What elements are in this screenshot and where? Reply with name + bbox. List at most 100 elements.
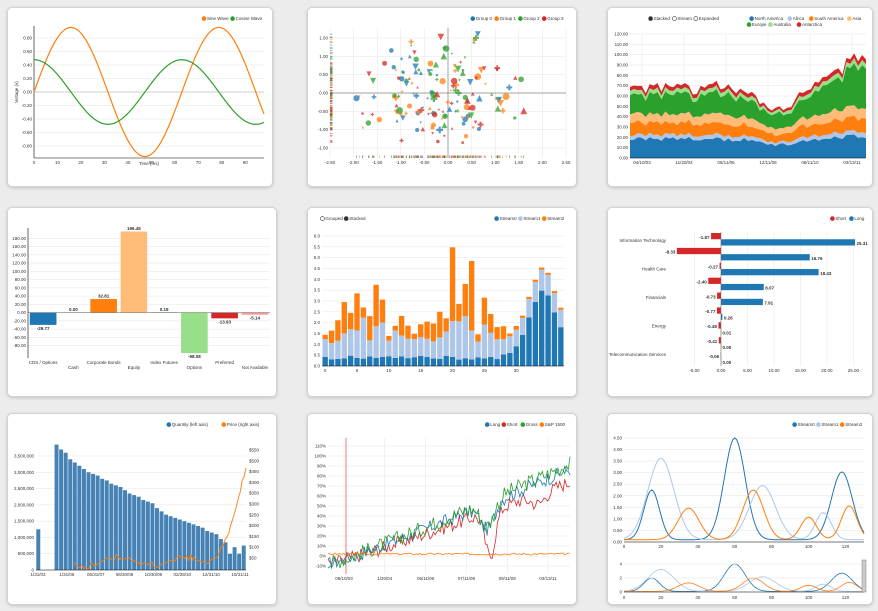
mbar-bar-s1-19[interactable]: [443, 331, 449, 357]
mbar-bar-s0-11[interactable]: [392, 358, 398, 366]
lpb-bar-21[interactable]: [132, 495, 137, 570]
mbar-bar-s2-5[interactable]: [354, 293, 360, 331]
cum-legend-swatch-0[interactable]: [484, 422, 490, 427]
mbar-bar-s1-12[interactable]: [398, 335, 405, 357]
mbar-bar-s2-0[interactable]: [322, 334, 328, 340]
mbar-bar-s0-7[interactable]: [367, 356, 373, 366]
mbar-bar-s2-14[interactable]: [411, 333, 418, 340]
mbar-bar-s0-25[interactable]: [481, 358, 488, 366]
focus-legend-label-1[interactable]: Stream1: [821, 422, 839, 427]
mbar-bar-s0-33[interactable]: [532, 301, 539, 366]
lpb-bar-17[interactable]: [113, 485, 118, 570]
lpb-legend-label-1[interactable]: Price (right axis): [227, 422, 260, 427]
mbar-bar-s1-18[interactable]: [437, 337, 443, 359]
lpb-bar-22[interactable]: [136, 496, 141, 570]
hbar-short-0[interactable]: [711, 233, 721, 240]
mbar-bar-s1-0[interactable]: [322, 339, 328, 357]
mbar-bar-s0-23[interactable]: [468, 359, 475, 366]
focus-brush-handle[interactable]: [861, 559, 867, 593]
mbar-bar-s1-23[interactable]: [468, 330, 475, 360]
lpb-bar-37[interactable]: [205, 530, 210, 570]
mbar-bar-s1-31[interactable]: [519, 317, 526, 335]
focus-legend-swatch-2[interactable]: [839, 422, 845, 427]
hbar-long-4[interactable]: [720, 298, 763, 306]
hbar-long-2[interactable]: [720, 269, 819, 276]
hbar-short-5[interactable]: [716, 307, 721, 314]
hbar-legend-swatch-1[interactable]: [849, 216, 854, 221]
mbar-bar-s0-6[interactable]: [360, 358, 367, 366]
area-legend-a-label-2[interactable]: South America: [814, 16, 844, 21]
cum-legend-label-3[interactable]: S&P 1500: [545, 422, 566, 427]
lpb-bar-0[interactable]: [36, 529, 41, 570]
mbar-bar-s1-27[interactable]: [494, 339, 500, 360]
area-legend-a-swatch-3[interactable]: [847, 16, 852, 21]
hbar-short-7[interactable]: [718, 337, 721, 344]
mbar-bar-s2-16[interactable]: [424, 321, 430, 339]
lpb-bar-18[interactable]: [118, 486, 123, 570]
mbar-bar-s2-12[interactable]: [398, 315, 405, 336]
mbar-bar-s1-7[interactable]: [367, 340, 373, 357]
mbar-bar-s2-8[interactable]: [373, 284, 379, 327]
mbar-bar-s1-10[interactable]: [386, 340, 392, 357]
lpb-bar-27[interactable]: [159, 511, 164, 570]
area-legend-b-label-0[interactable]: Europe: [752, 22, 767, 27]
lpb-bar-38[interactable]: [209, 532, 214, 570]
mbar-bar-s0-31[interactable]: [519, 334, 526, 366]
mbar-bar-s0-34[interactable]: [539, 290, 545, 366]
lpb-bar-6[interactable]: [63, 452, 68, 570]
mbar-bar-s1-5[interactable]: [354, 330, 360, 358]
mbar-bar-s1-30[interactable]: [513, 329, 519, 347]
mbar-bar-s1-34[interactable]: [539, 269, 545, 291]
lpb-bar-5[interactable]: [59, 449, 64, 570]
mbar-bar-s0-27[interactable]: [494, 359, 500, 366]
hbar-long-5[interactable]: [720, 313, 723, 320]
hbar-short-6[interactable]: [718, 322, 721, 329]
mbar-legend-label-1[interactable]: Stream1: [523, 216, 541, 221]
mbar-bar-s0-4[interactable]: [347, 355, 354, 366]
mbar-bar-s2-11[interactable]: [392, 325, 398, 331]
mbar-bar-s1-36[interactable]: [551, 293, 558, 313]
lpb-bar-32[interactable]: [182, 521, 187, 570]
sine-legend-swatch-1[interactable]: [230, 16, 235, 21]
cum-legend-swatch-3[interactable]: [539, 422, 545, 427]
dbar-bar-0[interactable]: [29, 312, 57, 325]
mbar-bar-s1-6[interactable]: [360, 317, 367, 359]
mbar-bar-s2-32[interactable]: [526, 296, 532, 299]
lpb-bar-20[interactable]: [127, 493, 132, 570]
mbar-bar-s1-17[interactable]: [430, 341, 437, 359]
mbar-bar-s0-17[interactable]: [430, 358, 437, 366]
area-legend-b-label-2[interactable]: Antarctica: [802, 22, 823, 27]
mbar-bar-s1-16[interactable]: [424, 338, 430, 358]
hbar-short-3[interactable]: [708, 277, 721, 284]
lpb-bar-34[interactable]: [191, 524, 196, 570]
area-legend-b-swatch-0[interactable]: [746, 22, 752, 27]
mbar-bar-s0-22[interactable]: [462, 358, 468, 366]
lpb-bar-23[interactable]: [141, 499, 146, 570]
mbar-bar-s1-9[interactable]: [379, 322, 386, 357]
dbar-bar-2[interactable]: [90, 299, 117, 313]
mbar-bar-s1-26[interactable]: [488, 332, 494, 357]
mbar-bar-s0-32[interactable]: [526, 317, 532, 366]
mbar-bar-s2-24[interactable]: [475, 334, 481, 342]
lpb-bar-24[interactable]: [145, 501, 150, 570]
mbar-bar-s2-35[interactable]: [545, 272, 551, 275]
dbar-bar-5[interactable]: [181, 312, 208, 354]
lpb-legend-swatch-1[interactable]: [221, 422, 227, 427]
area-legend-a-swatch-1[interactable]: [787, 16, 793, 21]
mbar-bar-s2-4[interactable]: [347, 312, 354, 330]
mbar-bar-s2-37[interactable]: [558, 307, 564, 310]
mbar-bar-s2-34[interactable]: [539, 267, 545, 270]
mbar-bar-s1-1[interactable]: [328, 343, 335, 360]
mbar-bar-s2-3[interactable]: [341, 302, 347, 334]
cum-legend-swatch-2[interactable]: [520, 422, 526, 427]
mbar-controls-swatch-1[interactable]: [343, 216, 349, 221]
area-controls-label-1[interactable]: Stream: [677, 16, 692, 21]
area-layer-0[interactable]: [630, 134, 866, 158]
mbar-bar-s1-33[interactable]: [532, 281, 539, 302]
lpb-bar-45[interactable]: [241, 545, 246, 570]
lpb-bar-29[interactable]: [168, 516, 173, 570]
cum-legend-label-0[interactable]: Long: [490, 422, 501, 427]
mbar-legend-swatch-2[interactable]: [541, 216, 547, 221]
area-layer-3[interactable]: [630, 105, 866, 137]
hbar-legend-swatch-0[interactable]: [830, 216, 835, 221]
